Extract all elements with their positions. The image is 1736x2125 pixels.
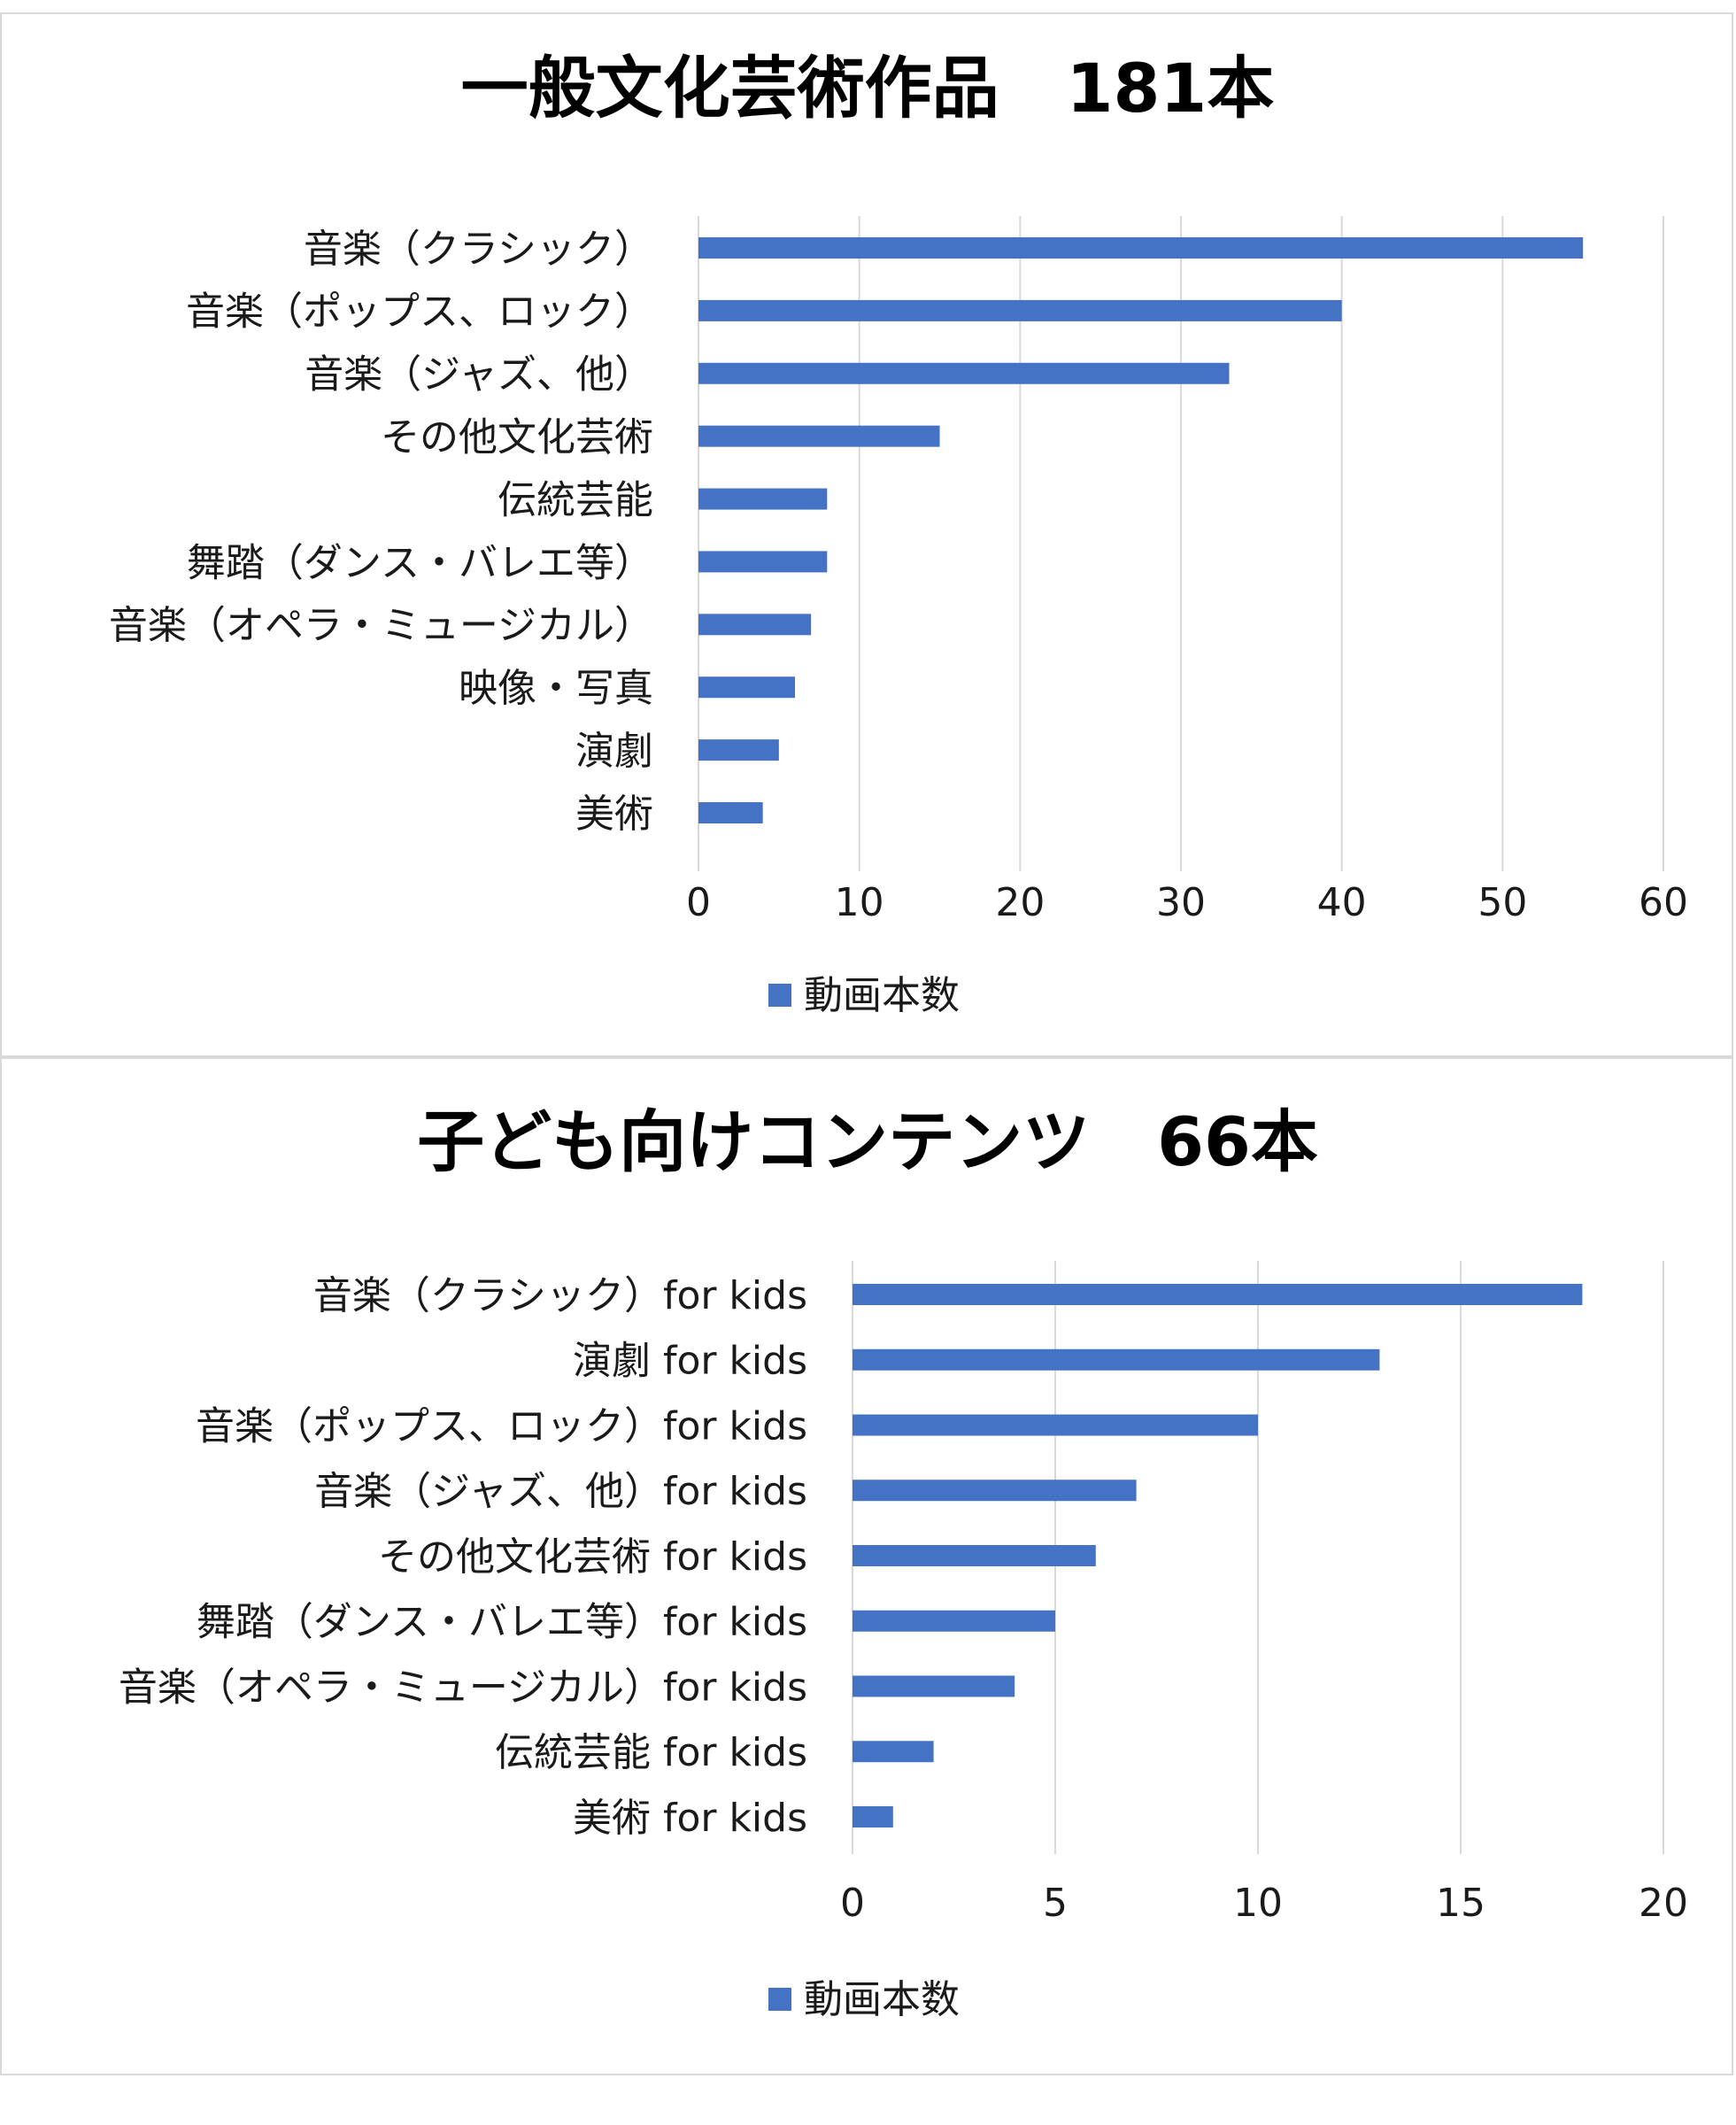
bar-1: [698, 237, 1584, 259]
x-tick-label-10: 10: [835, 880, 884, 925]
bar-5: [853, 1545, 1096, 1566]
bar-9: [853, 1806, 893, 1828]
category-label-2: 演劇 for kids: [573, 1339, 807, 1384]
x-tick-label-20: 20: [995, 880, 1045, 925]
bar-10: [698, 802, 763, 823]
category-label-9: 演劇: [575, 729, 653, 774]
x-tick-label-10: 10: [1233, 1881, 1283, 1926]
category-label-8: 伝統芸能 for kids: [495, 1730, 807, 1775]
category-label-1: 音楽（クラシック）: [304, 227, 653, 272]
bar-3: [698, 362, 1230, 384]
legend-label: 動画本数: [804, 973, 960, 1018]
category-label-3: 音楽（ジャズ、他）: [305, 352, 653, 398]
x-tick-label-30: 30: [1156, 880, 1206, 925]
category-label-4: 音楽（ジャズ、他）for kids: [314, 1469, 807, 1514]
category-label-8: 映像・写真: [459, 666, 653, 711]
bar-3: [853, 1414, 1258, 1436]
category-label-5: その他文化芸術 for kids: [378, 1534, 807, 1580]
bar-7: [853, 1675, 1015, 1697]
x-tick-label-40: 40: [1317, 880, 1367, 925]
legend-swatch: [768, 984, 791, 1007]
bar-7: [698, 614, 812, 636]
bar-4: [853, 1480, 1137, 1502]
category-label-4: その他文化芸術: [381, 415, 653, 460]
x-tick-label-20: 20: [1639, 1881, 1688, 1926]
x-tick-label-50: 50: [1478, 880, 1527, 925]
category-label-10: 美術: [575, 792, 653, 837]
bar-5: [698, 488, 828, 510]
bar-8: [853, 1741, 934, 1763]
bar-6: [853, 1610, 1055, 1632]
bar-2: [698, 299, 1342, 321]
category-label-7: 音楽（オペラ・ミュージカル）: [109, 603, 653, 648]
chart-title: 子ども向けコンテンツ 66本: [417, 1102, 1318, 1181]
category-label-9: 美術 for kids: [573, 1796, 807, 1841]
x-tick-label-15: 15: [1436, 1881, 1485, 1926]
category-label-5: 伝統芸能: [498, 477, 653, 522]
category-label-7: 音楽（オペラ・ミュージカル）for kids: [119, 1665, 807, 1710]
bar-chart-general: 一般文化芸術作品 181本 0 10 20 30 40 50 60 音楽（クラシック） 音楽（ポッ…: [109, 49, 1688, 1018]
bar-6: [698, 551, 828, 573]
x-tick-label-60: 60: [1639, 880, 1688, 925]
category-label-3: 音楽（ポップス、ロック）for kids: [196, 1403, 807, 1449]
bar-8: [698, 676, 795, 699]
category-label-6: 舞踏（ダンス・バレエ等）for kids: [197, 1600, 807, 1645]
category-label-1: 音楽（クラシック）for kids: [313, 1273, 807, 1318]
bar-4: [698, 425, 940, 447]
bar-9: [698, 739, 779, 761]
bar-2: [853, 1348, 1380, 1371]
chart-title: 一般文化芸術作品 181本: [461, 49, 1275, 128]
category-label-2: 音楽（ポップス、ロック）: [186, 290, 653, 335]
chart-panel-general: 一般文化芸術作品 181本 0 10 20 30 40 50 60 音楽（クラシック） 音楽（ポッ…: [0, 12, 1733, 1057]
category-label-6: 舞踏（ダンス・バレエ等）: [187, 540, 653, 585]
legend-swatch: [768, 1988, 791, 2011]
chart-panel-kids: 子ども向けコンテンツ 66本 0 5 10 15 20 音楽（クラシック）for kids 演…: [0, 1057, 1733, 2075]
bar-1: [853, 1284, 1583, 1305]
x-tick-label-5: 5: [1043, 1881, 1068, 1926]
legend-label: 動画本数: [804, 1977, 960, 2022]
x-tick-label-0: 0: [840, 1881, 865, 1926]
bar-chart-kids: 子ども向けコンテンツ 66本 0 5 10 15 20 音楽（クラシック）for kids 演…: [119, 1102, 1688, 2022]
x-tick-label-0: 0: [686, 880, 711, 925]
